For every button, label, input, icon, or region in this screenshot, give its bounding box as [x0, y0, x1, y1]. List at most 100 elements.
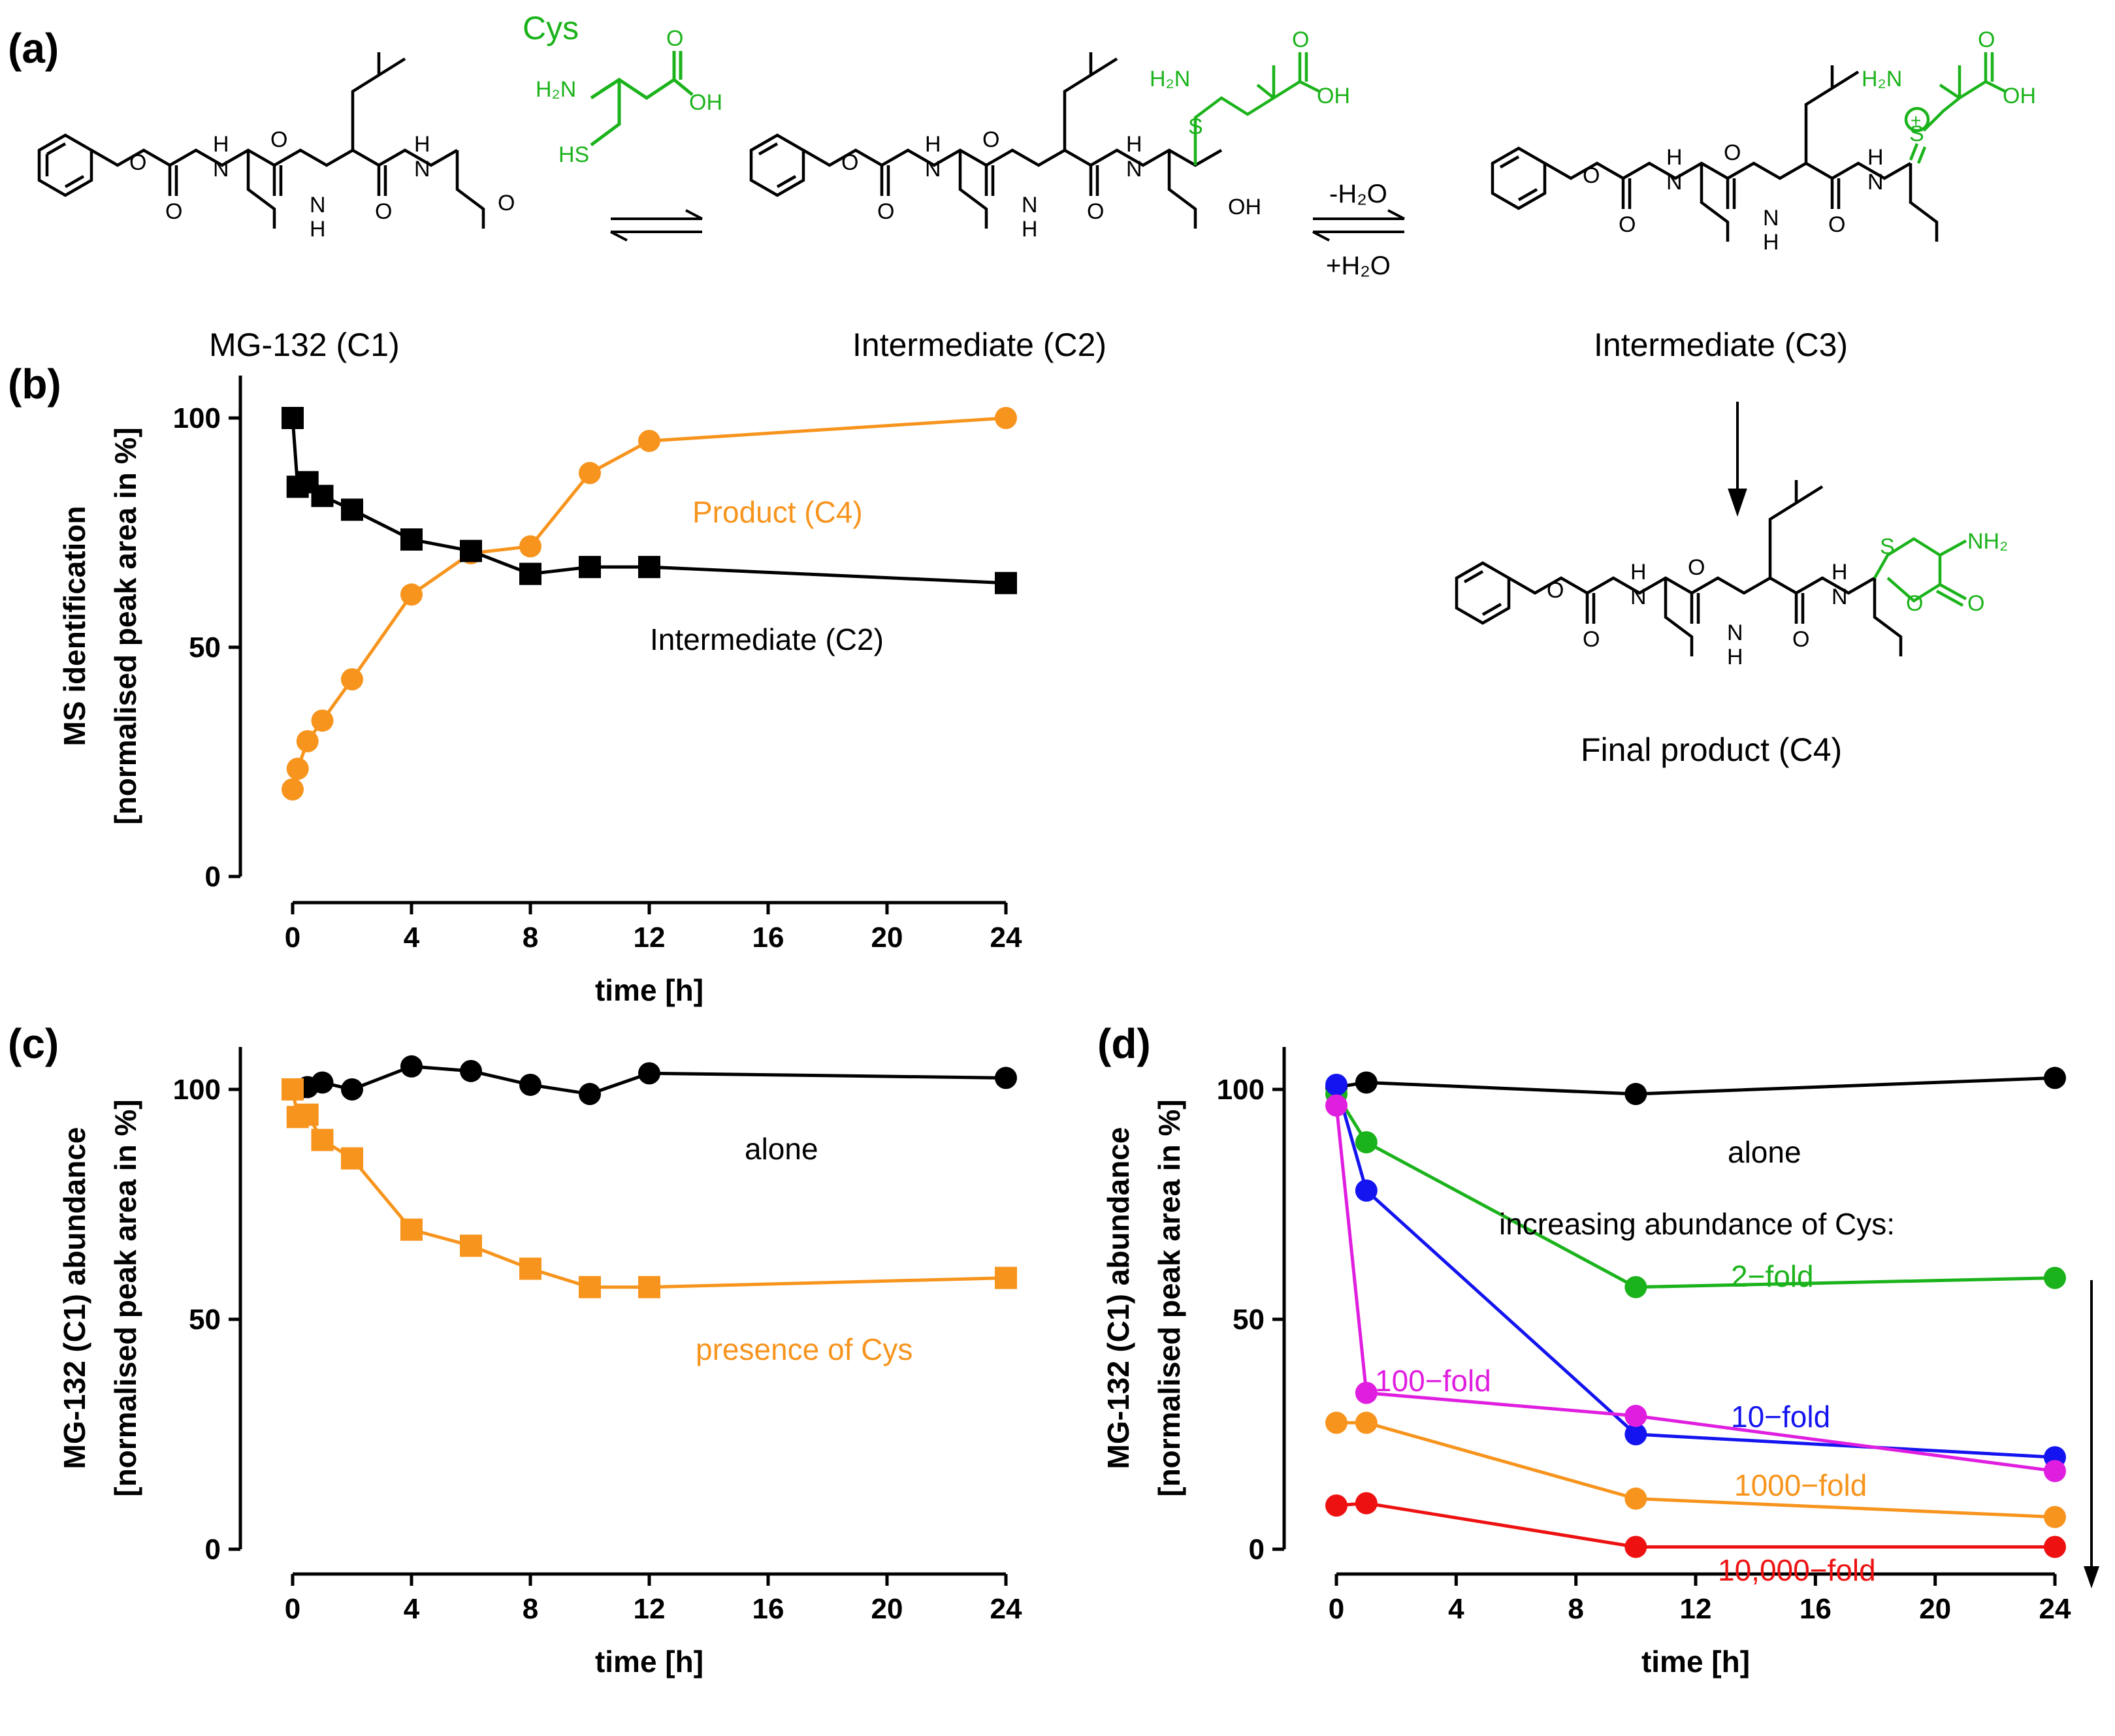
x-tick-label: 8	[523, 922, 538, 954]
data-point	[1355, 1131, 1378, 1153]
annotation-label: increasing abundance of Cys:	[1499, 1207, 1895, 1241]
panel-b-label: (b)	[8, 361, 61, 408]
x-tick-label: 20	[871, 922, 903, 954]
heteroatom-labels: O O N H O N H O N H O O O H N O N H O H …	[129, 27, 2036, 669]
atom-label: N	[1867, 170, 1884, 195]
atom-label: O	[270, 127, 287, 152]
data-point	[1325, 1073, 1348, 1096]
data-point	[2044, 1067, 2066, 1089]
series-label: alone	[1728, 1135, 1801, 1169]
data-point	[995, 1067, 1017, 1089]
data-point	[460, 539, 482, 562]
y-tick-label: 50	[189, 1304, 221, 1336]
atom-label: H	[1126, 132, 1142, 157]
structure-c2-cys-part	[1193, 52, 1321, 165]
atom-label: N	[414, 157, 430, 182]
data-point	[2044, 1535, 2066, 1558]
series-line	[1336, 1076, 2056, 1096]
cysteine-structure	[590, 51, 694, 147]
series-label: alone	[745, 1132, 818, 1166]
atom-label: O	[165, 199, 182, 224]
x-axis-title: time [h]	[1641, 1645, 1750, 1679]
series-label: Product (C4)	[692, 495, 863, 529]
chart-d: 0 50 100 0 4 8 12 16 20 24 time [h] MG-132 (C1) abu…	[1101, 1047, 2099, 1679]
data-point	[400, 1055, 423, 1078]
hydration-label: +H₂O	[1326, 251, 1391, 280]
x-tick-label: 8	[1568, 1593, 1583, 1625]
series-line	[1336, 1502, 2055, 1549]
cys-hydroxyl-atom: OH	[689, 90, 722, 115]
data-point	[341, 498, 363, 521]
structure-c1	[37, 52, 485, 229]
series-line	[291, 1089, 1007, 1289]
atom-label: +	[1911, 110, 1921, 131]
cys-carbonyl-atom: O	[666, 26, 683, 51]
series-label: 10−fold	[1731, 1400, 1830, 1434]
x-tick-label: 4	[404, 1593, 420, 1625]
data-point	[638, 430, 660, 453]
data-point	[579, 462, 601, 485]
data-point	[2044, 1505, 2066, 1528]
data-point	[519, 535, 541, 558]
atom-label: O	[1828, 212, 1845, 237]
data-point	[519, 1257, 541, 1280]
x-axis-title: time [h]	[595, 1645, 703, 1679]
atom-label: S	[1880, 534, 1895, 559]
data-point	[460, 1234, 482, 1257]
data-point	[311, 485, 334, 507]
y-axis-title-line1: MS identification	[57, 506, 91, 747]
y-tick-label: 50	[189, 632, 221, 664]
data-point	[296, 730, 319, 752]
atom-label: O	[1688, 555, 1705, 580]
atom-label: N	[925, 157, 941, 182]
atom-label: O	[877, 199, 894, 224]
atom-label: N	[1126, 157, 1142, 182]
atom-label: O	[1547, 578, 1564, 603]
panel-d-label: (d)	[1097, 1020, 1151, 1067]
atom-label: S	[1909, 121, 1924, 146]
atom-label: H	[1022, 217, 1038, 242]
x-tick-label: 24	[2039, 1593, 2071, 1625]
series-label: 2−fold	[1731, 1259, 1814, 1293]
atom-label: N	[1022, 193, 1038, 217]
panel-c-label: (c)	[8, 1020, 59, 1067]
data-point	[519, 562, 541, 585]
series-label: Intermediate (C2)	[650, 622, 884, 656]
x-tick-label: 16	[752, 1593, 784, 1625]
chart-c: 0 50 100 0 4 8 12 16 20 24 time [h] MG-132 (C1) abu…	[57, 1047, 1022, 1679]
data-point	[1624, 1083, 1647, 1106]
data-point	[1624, 1487, 1647, 1510]
x-tick-label: 0	[285, 1593, 300, 1625]
series-line	[1334, 1105, 2056, 1473]
data-point	[400, 528, 423, 551]
x-tick-label: 16	[752, 922, 784, 954]
atom-label: O	[1967, 591, 1984, 616]
atom-label: N	[1832, 585, 1848, 609]
data-point	[995, 407, 1017, 429]
y-axis-title-line2: [normalised peak area in %]	[1152, 1099, 1186, 1496]
data-point	[519, 1073, 541, 1096]
x-axis-title: time [h]	[595, 973, 703, 1007]
series-label: 10,000−fold	[1718, 1553, 1876, 1587]
reaction-arrow-down	[1728, 402, 1747, 517]
y-axis-title-line2: [normalised peak area in %]	[108, 1099, 142, 1496]
y-tick-label: 0	[1249, 1534, 1265, 1566]
data-point	[311, 1071, 334, 1094]
data-point	[1355, 1411, 1378, 1434]
y-tick-label: 0	[205, 861, 221, 893]
atom-label: O	[1724, 140, 1741, 165]
series-line	[1336, 1421, 2056, 1519]
data-point	[638, 1062, 660, 1085]
structure-c3	[1491, 65, 1939, 242]
data-point	[579, 1276, 601, 1298]
atom-label: O	[1583, 627, 1600, 652]
data-point	[311, 709, 334, 732]
atom-label: S	[1188, 114, 1203, 139]
dehydration-label: -H₂O	[1329, 180, 1387, 208]
y-tick-label: 50	[1233, 1304, 1265, 1336]
atom-label: H	[1666, 145, 1683, 170]
data-point	[460, 1059, 482, 1082]
data-point	[1325, 1094, 1348, 1117]
atom-label: NH₂	[1967, 529, 2008, 554]
